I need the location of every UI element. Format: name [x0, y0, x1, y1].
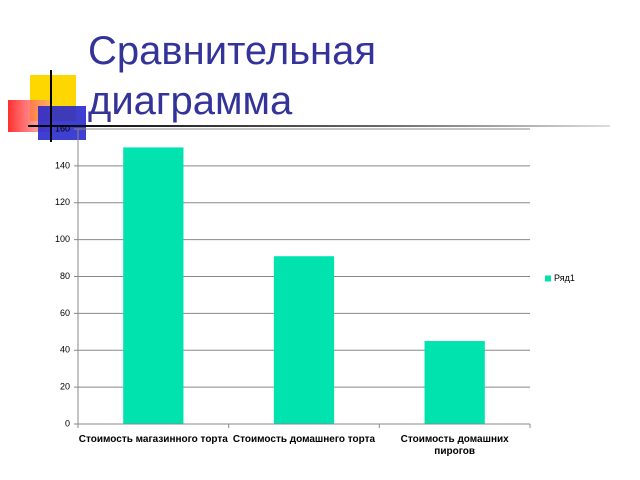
bar — [273, 256, 335, 424]
x-tick-label: Стоимость домашнего торта — [232, 434, 376, 445]
y-tick-label: 60 — [60, 308, 70, 318]
y-tick-label: 0 — [65, 418, 70, 428]
y-tick-label: 40 — [60, 345, 70, 355]
y-tick-label: 80 — [60, 271, 70, 281]
title: Сравнительная диаграмма — [88, 29, 377, 123]
y-tick-label: 160 — [55, 123, 70, 133]
bar — [424, 341, 485, 424]
legend-swatch — [545, 275, 551, 282]
bar — [123, 147, 184, 424]
y-tick-label: 100 — [55, 234, 70, 244]
legend-label: Ряд1 — [554, 273, 575, 283]
y-tick-label: 120 — [55, 197, 70, 207]
y-tick-label: 140 — [55, 160, 70, 170]
x-tick-label: Стоимость магазинного торта — [78, 434, 228, 445]
deco-hline — [28, 125, 610, 127]
y-tick-label: 20 — [60, 382, 70, 392]
x-tick-label: Стоимость домашних пирогов — [400, 434, 509, 457]
